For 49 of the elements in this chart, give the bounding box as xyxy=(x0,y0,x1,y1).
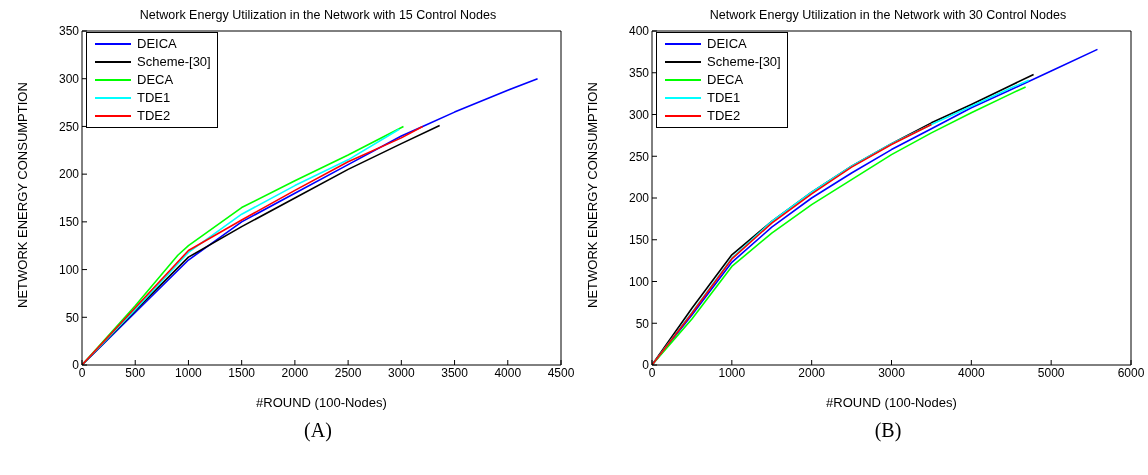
y-tick-label: 200 xyxy=(628,191,650,206)
legend-label: DECA xyxy=(707,71,744,89)
x-tick-label: 2000 xyxy=(281,365,309,380)
x-tick-label: 3000 xyxy=(878,365,906,380)
y-tick-label: 400 xyxy=(628,24,650,39)
y-tick-label: 50 xyxy=(635,316,650,331)
y-tick-label: 150 xyxy=(58,215,80,230)
x-tick-label: 500 xyxy=(125,365,146,380)
x-tick-label: 1000 xyxy=(175,365,203,380)
y-tick-label: 50 xyxy=(65,310,80,325)
y-tick-label: 100 xyxy=(628,274,650,289)
y-tick-label: 300 xyxy=(628,107,650,122)
x-axis-title: #ROUND (100-Nodes) xyxy=(826,395,957,410)
y-tick-label: 350 xyxy=(58,24,80,39)
text: (B) xyxy=(873,419,903,442)
x-tick-label: 1000 xyxy=(718,365,746,380)
x-tick-label: 4000 xyxy=(494,365,522,380)
y-tick-label: 300 xyxy=(58,71,80,86)
legend-label: DECA xyxy=(137,71,174,89)
y-axis-title: NETWORK ENERGY CONSUMPTION xyxy=(14,82,30,308)
legend-label: DEICA xyxy=(707,35,747,53)
x-tick-label: 4000 xyxy=(957,365,985,380)
x-tick-label: 3500 xyxy=(441,365,469,380)
legend-label: Scheme-[30] xyxy=(137,53,211,71)
text: (A) xyxy=(303,419,333,442)
chart-title: Network Energy Utilization in the Network with 30 Control Nodes xyxy=(708,8,1068,24)
y-tick-label: 200 xyxy=(58,167,80,182)
x-tick-label: 1500 xyxy=(228,365,256,380)
legend-label: TDE1 xyxy=(137,89,171,107)
chart-title: Network Energy Utilization in the Network with 15 Control Nodes xyxy=(138,8,498,24)
legend-label: TDE2 xyxy=(137,107,171,125)
y-tick-label: 250 xyxy=(628,149,650,164)
line-series xyxy=(652,123,933,365)
x-tick-label: 5000 xyxy=(1037,365,1065,380)
legend-label: TDE2 xyxy=(707,107,741,125)
x-tick-label: 2500 xyxy=(334,365,362,380)
x-tick-label: 4500 xyxy=(547,365,575,380)
legend-label: Scheme-[30] xyxy=(707,53,781,71)
y-tick-label: 100 xyxy=(58,262,80,277)
x-tick-label: 2000 xyxy=(798,365,826,380)
legend-label: TDE1 xyxy=(707,89,741,107)
legend-label: DEICA xyxy=(137,35,177,53)
y-tick-label: 250 xyxy=(58,119,80,134)
x-axis-title: #ROUND (100-Nodes) xyxy=(256,395,387,410)
x-tick-label: 6000 xyxy=(1117,365,1145,380)
y-axis-title: NETWORK ENERGY CONSUMPTION xyxy=(584,82,600,308)
x-tick-label: 3000 xyxy=(387,365,415,380)
y-tick-label: 350 xyxy=(628,66,650,81)
y-tick-label: 150 xyxy=(628,233,650,248)
